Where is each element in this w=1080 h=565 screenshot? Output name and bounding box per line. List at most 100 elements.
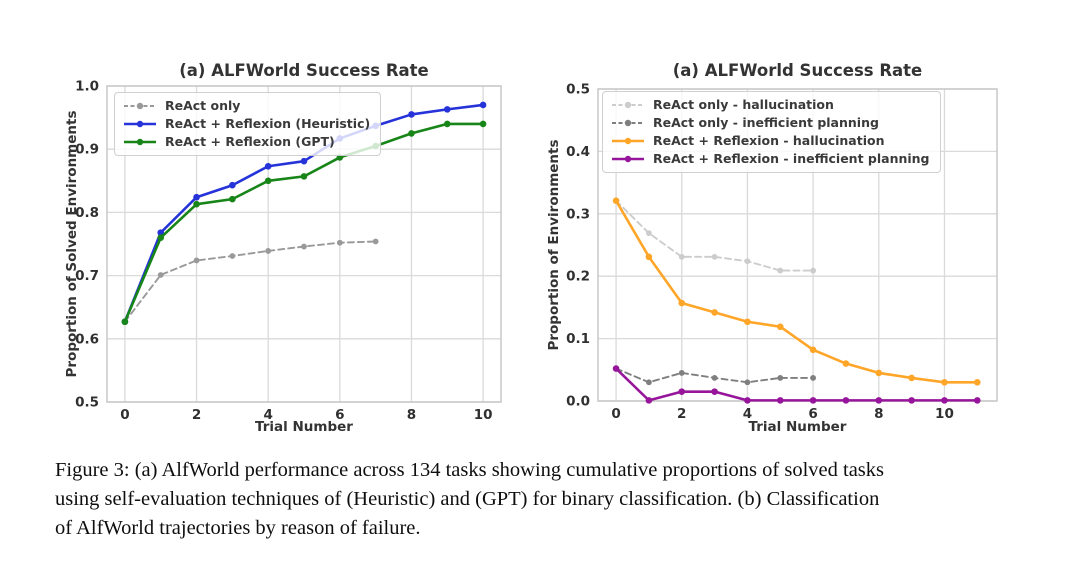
data-point xyxy=(810,267,816,274)
y-tick-label: 0.0 xyxy=(566,394,590,410)
data-point xyxy=(157,272,164,278)
legend-item: ReAct + Reflexion (GPT) xyxy=(123,133,370,151)
data-point xyxy=(744,258,751,265)
y-tick-label: 0.5 xyxy=(566,82,590,98)
data-point xyxy=(809,397,817,404)
data-point xyxy=(711,375,718,381)
x-tick-label: 8 xyxy=(407,407,416,423)
y-tick-label: 0.8 xyxy=(75,205,99,221)
data-point xyxy=(193,200,200,208)
right-chart-title: (a) ALFWorld Success Rate xyxy=(672,61,923,80)
figure-caption: Figure 3: (a) AlfWorld performance acros… xyxy=(55,456,1045,543)
data-point xyxy=(973,397,981,404)
left-chart-title: (a) ALFWorld Success Rate xyxy=(179,61,429,80)
series-line-react-only-hallucination xyxy=(615,199,815,272)
plots-svg: 0 2 4 6 8 10 0.5 0.6 0.7 0.8 0.9 1.0 0 2 4 6 8 10 0.0 0.1 0.… xyxy=(75,79,998,423)
data-point xyxy=(941,397,948,404)
data-point xyxy=(973,378,981,386)
data-point xyxy=(744,379,751,386)
x-tick-label: 0 xyxy=(611,406,620,422)
data-point xyxy=(678,370,685,376)
y-tick-label: 0.7 xyxy=(75,268,99,284)
data-point xyxy=(842,360,850,367)
data-point xyxy=(229,181,236,189)
data-point xyxy=(479,101,487,109)
x-tick-label: 8 xyxy=(874,406,883,422)
legend-line-swatch xyxy=(124,138,156,146)
x-tick-label: 4 xyxy=(263,407,272,423)
y-tick-label: 0.9 xyxy=(75,142,99,158)
left-y-axis-label: Proportion of Solved Environments xyxy=(64,110,80,378)
data-point xyxy=(678,253,685,260)
left-legend: ReAct only ReAct + Reflexion (Heuristic) R… xyxy=(114,92,382,156)
data-point xyxy=(264,162,272,170)
data-point xyxy=(612,365,620,372)
y-tick-label: 0.1 xyxy=(566,331,590,347)
data-point xyxy=(408,111,415,118)
series-line-react-only xyxy=(123,240,377,323)
data-point xyxy=(443,106,451,113)
data-point xyxy=(646,230,652,237)
data-point xyxy=(810,375,816,381)
data-point xyxy=(711,253,718,260)
legend-label: ReAct + Reflexion - inefficient planning xyxy=(653,150,930,166)
data-point xyxy=(645,397,653,404)
data-point xyxy=(265,248,272,254)
legend-line-swatch xyxy=(612,137,644,145)
legend-label: ReAct + Reflexion (Heuristic) xyxy=(165,115,371,131)
data-point xyxy=(229,195,236,203)
data-point xyxy=(121,318,129,326)
y-tick-label: 0.4 xyxy=(566,144,590,160)
caption-line-3: of AlfWorld trajectories by reason of fa… xyxy=(55,517,421,539)
charts-row: 0 2 4 6 8 10 0.5 0.6 0.7 0.8 0.9 1.0 0 2 4 6 8 10 0.0 0.1 0.… xyxy=(64,61,998,435)
data-point xyxy=(908,397,915,404)
y-tick-label: 0.6 xyxy=(75,331,99,347)
data-point xyxy=(744,397,751,404)
series-line-react-reflexion-hallucination xyxy=(614,199,979,384)
y-tick-label: 0.5 xyxy=(75,395,99,411)
data-point xyxy=(776,397,784,404)
y-tick-label: 0.2 xyxy=(566,269,590,285)
data-point xyxy=(443,120,451,128)
data-point xyxy=(193,257,200,264)
data-point xyxy=(336,239,343,246)
data-point xyxy=(777,375,784,381)
series-line-react-reflexion-inefficient-planning xyxy=(614,367,979,402)
data-point xyxy=(157,234,165,241)
legend-label: ReAct + Reflexion - hallucination xyxy=(653,132,885,148)
plot-frame xyxy=(106,85,502,403)
data-point xyxy=(678,388,686,395)
data-point xyxy=(875,369,883,377)
data-point xyxy=(646,379,652,386)
legend-label: ReAct only - hallucination xyxy=(653,96,834,112)
data-point xyxy=(941,378,948,386)
legend-line-swatch xyxy=(124,102,156,110)
caption-line-2: using self-evaluation techniques of (Heu… xyxy=(55,488,880,510)
data-point xyxy=(711,388,718,395)
data-point xyxy=(301,243,307,250)
data-point xyxy=(300,157,308,165)
data-point xyxy=(645,253,653,261)
data-point xyxy=(612,197,620,204)
caption-line-1: Figure 3: (a) AlfWorld performance acros… xyxy=(55,459,884,481)
data-point xyxy=(875,397,883,404)
legend-item: ReAct only - inefficient planning xyxy=(611,114,930,132)
data-point xyxy=(300,173,308,180)
legend-item: ReAct + Reflexion (Heuristic) xyxy=(123,115,370,133)
data-point xyxy=(744,318,751,326)
data-point xyxy=(777,267,784,274)
x-tick-label: 6 xyxy=(335,407,344,423)
y-tick-label: 0.3 xyxy=(566,206,590,222)
left-x-axis-label: Trial Number xyxy=(255,419,353,435)
data-point xyxy=(264,177,272,185)
x-tick-label: 2 xyxy=(192,407,201,423)
legend-line-swatch xyxy=(612,155,644,163)
data-point xyxy=(408,130,415,137)
x-tick-label: 10 xyxy=(474,407,493,423)
legend-item: ReAct + Reflexion - inefficient planning xyxy=(611,150,930,168)
data-point xyxy=(193,193,200,201)
data-point xyxy=(908,374,915,382)
x-tick-label: 4 xyxy=(743,406,752,422)
data-point xyxy=(157,229,165,236)
